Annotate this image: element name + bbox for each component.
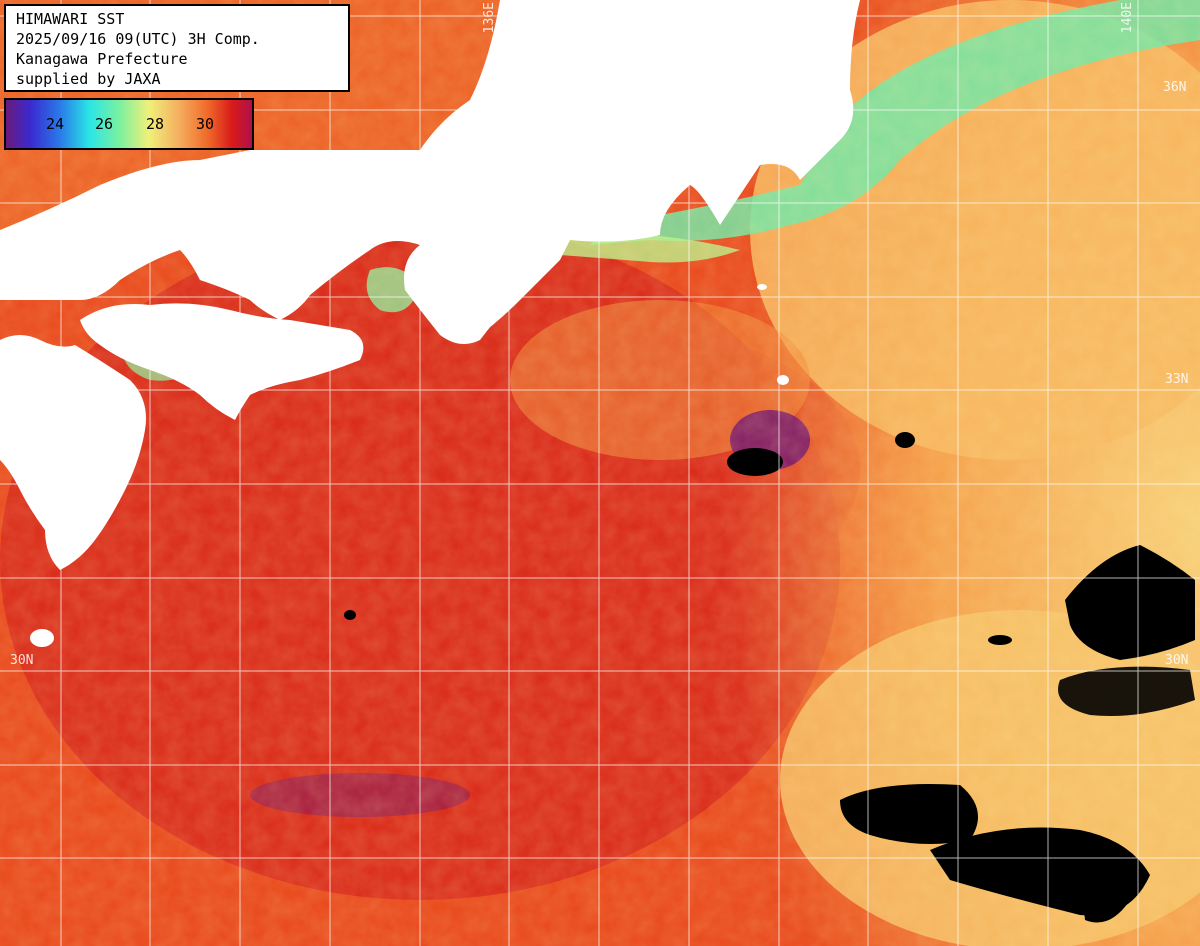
lat-label-33n-right: 33N <box>1165 372 1189 387</box>
land-island-east <box>777 375 789 385</box>
legend-tick-30: 30 <box>196 115 215 133</box>
lat-label-33-left: 33 <box>10 373 26 388</box>
land-island-2 <box>757 284 767 290</box>
cloud-southeast-1 <box>840 784 978 844</box>
title-line-region: Kanagawa Prefecture <box>16 50 188 68</box>
lat-label-30n-left: 30N <box>10 653 34 668</box>
title-line-credit: supplied by JAXA <box>16 70 161 88</box>
land-kyushu <box>0 335 146 570</box>
cloud-small-2 <box>895 432 915 448</box>
cloud-small-4 <box>988 635 1012 645</box>
cloud-small-3 <box>344 610 356 620</box>
legend-tick-26: 26 <box>95 115 114 133</box>
title-box: HIMAWARI SST 2025/09/16 09(UTC) 3H Comp.… <box>4 4 350 92</box>
cloud-small-1 <box>727 448 783 476</box>
legend-tick-24: 24 <box>46 115 65 133</box>
lon-label-140e: 140E <box>1120 2 1135 34</box>
cloud-east-2 <box>1058 666 1195 716</box>
color-legend: 24 26 28 30 <box>4 98 254 150</box>
cloud-east-1 <box>1065 545 1195 660</box>
land-shikoku <box>80 303 364 420</box>
lat-label-30n-right: 30N <box>1165 653 1189 668</box>
land-honshu <box>0 0 860 344</box>
title-line-product: HIMAWARI SST <box>16 10 125 28</box>
land-island-south <box>30 629 54 647</box>
land-kii <box>480 190 572 335</box>
lon-label-136e: 136E <box>482 2 497 34</box>
title-line-datetime: 2025/09/16 09(UTC) 3H Comp. <box>16 30 260 48</box>
lat-label-36n: 36N <box>1163 80 1187 95</box>
legend-tick-28: 28 <box>146 115 165 133</box>
cloud-southeast-3 <box>1080 868 1130 923</box>
